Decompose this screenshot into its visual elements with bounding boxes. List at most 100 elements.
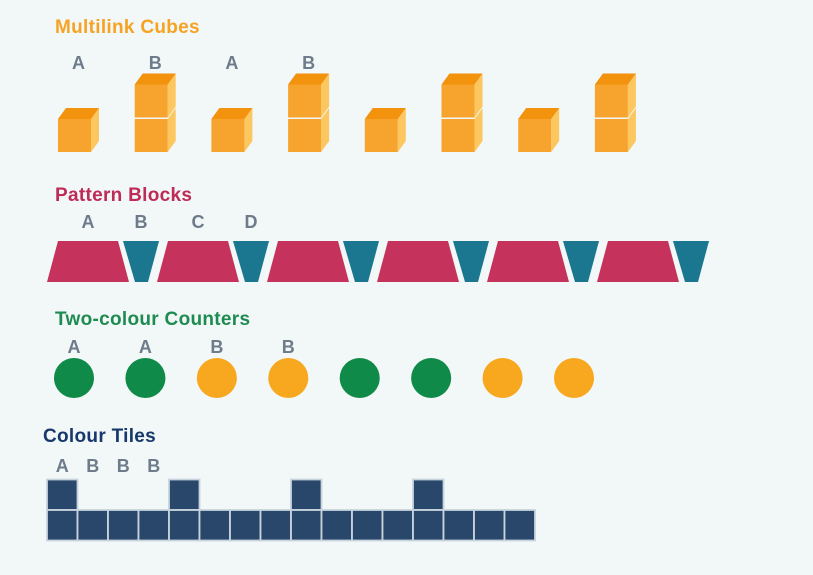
cube-top-face <box>288 73 330 85</box>
red-trapezoid-block <box>597 241 679 282</box>
cube-front-face <box>441 119 475 152</box>
single-cube <box>518 108 560 152</box>
colour-tile <box>412 478 445 511</box>
colour-tile <box>76 509 109 542</box>
cube-front-face <box>594 84 628 118</box>
pattern-blocks-graphic <box>47 241 709 282</box>
double-cube-stack <box>594 73 636 152</box>
pattern-blocks-label: D <box>244 212 258 232</box>
cube-front-face <box>134 119 168 152</box>
colour-tile <box>412 509 445 542</box>
cube-front-face <box>441 84 475 118</box>
cube-top-face <box>58 108 99 119</box>
teal-trapezoid-block <box>233 241 269 282</box>
cube-side-face <box>627 73 636 118</box>
cube-side-face <box>321 73 330 118</box>
cube-top-face <box>211 108 253 119</box>
two-colour-counters-label: B <box>281 337 295 357</box>
pattern-blocks-label: C <box>191 212 205 232</box>
red-trapezoid-block <box>487 241 569 282</box>
colour-tile <box>107 509 140 542</box>
red-trapezoid-block <box>267 241 349 282</box>
cube-top-face <box>441 73 483 85</box>
cube-front-face <box>288 84 322 118</box>
pattern-blocks-label: B <box>134 212 148 232</box>
cube-side-face <box>167 73 176 118</box>
two-colour-counters-label: A <box>67 337 81 357</box>
colour-tile <box>137 509 170 542</box>
colour-tile <box>351 509 384 542</box>
cube-front-face <box>364 119 398 152</box>
double-cube-stack <box>441 73 483 152</box>
cube-front-face <box>288 119 322 152</box>
single-cube <box>211 108 253 152</box>
colour-tile <box>290 478 323 511</box>
colour-tile <box>290 509 323 542</box>
teal-trapezoid-block <box>453 241 489 282</box>
orange-counter <box>554 358 595 398</box>
red-trapezoid-block <box>377 241 459 282</box>
colour-tiles-label: B <box>147 456 161 476</box>
pattern-blocks-title: Pattern Blocks <box>55 185 193 206</box>
multilink-cubes-graphic <box>58 73 636 152</box>
colour-tile <box>320 509 353 542</box>
red-trapezoid-block <box>47 241 129 282</box>
green-counter <box>339 358 380 398</box>
colour-tiles-label: B <box>86 456 100 476</box>
colour-tile <box>473 509 506 542</box>
multilink-cubes-title: Multilink Cubes <box>55 17 200 38</box>
colour-tile <box>46 509 79 542</box>
pattern-blocks-label: A <box>81 212 95 232</box>
colour-tile <box>259 509 292 542</box>
teal-trapezoid-block <box>563 241 599 282</box>
cube-front-face <box>594 119 628 152</box>
cube-side-face <box>167 108 176 152</box>
colour-tile <box>442 509 475 542</box>
colour-tile <box>229 509 262 542</box>
cube-side-face <box>474 108 483 152</box>
green-counter <box>54 358 94 398</box>
colour-tile <box>168 509 201 542</box>
green-counter <box>411 358 452 398</box>
two-colour-counters-label: A <box>138 337 152 357</box>
single-cube <box>364 108 406 152</box>
orange-counter <box>268 358 309 398</box>
cube-top-face <box>594 73 636 85</box>
two-colour-counters-label: B <box>210 337 224 357</box>
single-cube <box>58 108 99 152</box>
colour-tiles-graphic <box>46 478 536 542</box>
teal-trapezoid-block <box>123 241 159 282</box>
cube-front-face <box>58 119 91 152</box>
teal-trapezoid-block <box>343 241 379 282</box>
orange-counter <box>482 358 523 398</box>
double-cube-stack <box>288 73 330 152</box>
colour-tiles-label: B <box>116 456 130 476</box>
colour-tile <box>381 509 414 542</box>
cube-side-face <box>551 108 560 152</box>
cube-top-face <box>134 73 176 85</box>
cube-side-face <box>474 73 483 118</box>
colour-tiles-title: Colour Tiles <box>43 426 157 447</box>
cube-front-face <box>134 84 168 118</box>
cube-side-face <box>91 108 99 152</box>
two-colour-counters-title: Two-colour Counters <box>55 309 251 330</box>
colour-tile <box>503 509 536 542</box>
cube-side-face <box>397 108 406 152</box>
cube-top-face <box>364 108 406 119</box>
colour-tiles-label: A <box>55 456 69 476</box>
teal-trapezoid-block <box>673 241 709 282</box>
cube-side-face <box>244 108 253 152</box>
colour-tile <box>46 478 79 511</box>
colour-tile <box>168 478 201 511</box>
red-trapezoid-block <box>157 241 239 282</box>
green-counter <box>125 358 166 398</box>
double-cube-stack <box>134 73 176 152</box>
cube-front-face <box>518 119 552 152</box>
cube-top-face <box>518 108 560 119</box>
orange-counter <box>196 358 237 398</box>
cube-front-face <box>211 119 245 152</box>
colour-tile <box>198 509 231 542</box>
cube-side-face <box>627 108 636 152</box>
two-colour-counters-graphic <box>54 358 595 398</box>
